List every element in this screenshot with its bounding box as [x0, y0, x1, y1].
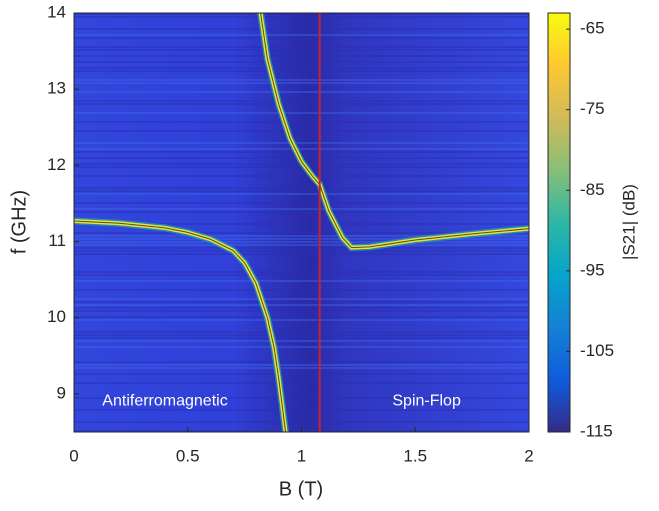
y-tick-label: 9	[57, 383, 66, 402]
colorbar-label: |S21| (dB)	[619, 184, 638, 260]
annotation: Spin-Flop	[392, 393, 461, 410]
noise-stripe	[74, 148, 529, 150]
noise-stripe	[74, 301, 529, 303]
noise-stripe	[74, 397, 529, 399]
colorbar-tick-label: -65	[580, 19, 605, 38]
noise-stripe	[74, 28, 529, 30]
noise-stripe	[74, 289, 529, 291]
noise-stripe	[74, 253, 529, 255]
noise-stripe	[74, 103, 529, 105]
noise-stripe	[74, 319, 529, 321]
noise-stripe	[74, 247, 529, 249]
noise-stripe	[74, 235, 529, 237]
noise-stripe	[74, 238, 529, 240]
noise-stripe	[74, 16, 529, 18]
colorbar-tick-label: -95	[580, 260, 605, 279]
noise-stripe	[74, 232, 529, 234]
annotation: Antiferromagnetic	[102, 393, 227, 410]
noise-stripe	[74, 187, 529, 189]
noise-stripe	[74, 175, 529, 177]
noise-stripe	[74, 304, 529, 306]
noise-stripe	[74, 298, 529, 300]
noise-stripe	[74, 121, 529, 123]
y-tick-label: 10	[47, 307, 66, 326]
noise-stripe	[74, 346, 529, 348]
colorbar-tick-label: -105	[580, 341, 614, 360]
y-tick-label: 14	[47, 2, 66, 21]
noise-stripe	[74, 34, 529, 36]
noise-stripe	[74, 310, 529, 312]
x-tick-label: 0	[69, 446, 78, 465]
noise-stripe	[74, 130, 529, 132]
noise-stripe	[74, 367, 529, 369]
noise-stripe	[74, 190, 529, 192]
noise-stripe	[74, 331, 529, 333]
noise-stripe	[74, 364, 529, 366]
noise-stripe	[74, 361, 529, 363]
noise-stripe	[74, 49, 529, 51]
noise-stripe	[74, 250, 529, 252]
noise-stripe	[74, 202, 529, 204]
colorbar-tick-label: -85	[580, 180, 605, 199]
noise-stripe	[74, 79, 529, 81]
noise-stripe	[74, 409, 529, 411]
noise-stripe	[74, 55, 529, 57]
noise-stripe	[74, 70, 529, 72]
noise-stripe	[74, 280, 529, 282]
fit-line	[260, 13, 529, 249]
noise-stripe	[74, 100, 529, 102]
noise-stripe	[74, 421, 529, 423]
noise-stripe	[74, 67, 529, 69]
noise-stripe	[74, 151, 529, 153]
noise-stripe	[74, 91, 529, 93]
colorbar-tick-label: -115	[580, 421, 613, 440]
noise-stripe	[74, 82, 529, 84]
noise-stripe	[74, 241, 529, 243]
colorbar-tick-label: -75	[580, 99, 605, 118]
noise-stripe	[74, 112, 529, 114]
noise-stripe	[74, 61, 529, 63]
noise-stripe	[74, 337, 529, 339]
noise-stripe	[74, 193, 529, 195]
noise-stripe	[74, 373, 529, 375]
fit-line	[74, 220, 287, 432]
y-axis-label: f (GHz)	[8, 190, 30, 254]
noise-stripe	[74, 142, 529, 144]
noise-stripe	[74, 244, 529, 246]
noise-stripe	[74, 37, 529, 39]
noise-stripe	[74, 307, 529, 309]
noise-stripe	[74, 211, 529, 213]
noise-stripe	[74, 334, 529, 336]
noise-stripe	[74, 208, 529, 210]
noise-stripe	[74, 13, 529, 15]
x-tick-label: 2	[524, 446, 533, 465]
x-tick-label: 0.5	[176, 446, 200, 465]
y-tick-label: 13	[47, 79, 66, 98]
x-tick-label: 1	[297, 446, 306, 465]
noise-stripe	[74, 46, 529, 48]
noise-stripe	[74, 271, 529, 273]
noise-stripe	[74, 274, 529, 276]
noise-stripe	[74, 382, 529, 384]
y-tick-label: 11	[48, 231, 66, 250]
x-axis-label: B (T)	[279, 478, 323, 500]
y-tick-label: 12	[47, 155, 66, 174]
x-tick-label: 1.5	[403, 446, 427, 465]
heatmap-background	[74, 13, 529, 432]
noise-stripe	[74, 340, 529, 342]
colorbar	[547, 12, 571, 433]
noise-stripe	[74, 316, 529, 318]
noise-stripe	[74, 223, 529, 225]
